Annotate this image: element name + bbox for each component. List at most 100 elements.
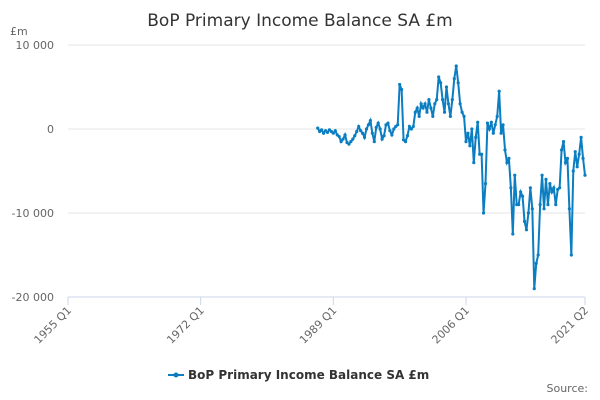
x-tick-label: 2006 Q1 <box>430 304 473 347</box>
data-point <box>577 152 581 156</box>
data-point <box>343 133 347 137</box>
legend-label: BoP Primary Income Balance SA £m <box>188 368 429 382</box>
data-point <box>425 110 429 114</box>
data-point <box>452 77 456 81</box>
data-point <box>378 127 382 131</box>
data-point <box>419 102 423 106</box>
data-point <box>483 182 488 186</box>
data-point <box>538 203 542 207</box>
data-point <box>368 119 372 123</box>
data-point <box>517 203 521 207</box>
data-point <box>476 120 480 124</box>
data-point <box>458 102 462 106</box>
x-tick-label: 1972 Q1 <box>164 304 207 347</box>
data-point <box>359 129 363 133</box>
y-tick-label: 0 <box>47 123 54 136</box>
data-point <box>528 186 532 190</box>
data-point <box>513 173 517 177</box>
data-point <box>462 114 466 118</box>
data-point <box>388 129 392 133</box>
data-point <box>571 169 575 173</box>
data-point <box>423 102 427 106</box>
data-point <box>485 121 490 125</box>
data-point <box>565 156 570 160</box>
data-point <box>575 165 579 169</box>
data-point <box>481 211 486 215</box>
data-point <box>403 140 408 144</box>
data-point <box>460 110 464 114</box>
data-point <box>440 98 445 102</box>
data-point <box>429 106 433 110</box>
data-point <box>446 102 451 106</box>
data-point <box>374 125 378 129</box>
data-point <box>396 123 400 127</box>
data-point <box>409 127 413 131</box>
data-point <box>499 131 503 135</box>
source: Source: <box>547 382 589 395</box>
data-point <box>497 89 501 93</box>
data-point <box>567 207 571 211</box>
data-point <box>569 253 573 257</box>
data-point <box>542 207 546 211</box>
x-tick-label: 1955 Q1 <box>32 304 75 347</box>
data-point <box>415 106 419 110</box>
data-point <box>520 194 525 198</box>
data-point <box>495 114 499 118</box>
y-tick-label: -10 000 <box>12 207 54 220</box>
data-point <box>400 87 404 92</box>
data-point <box>507 156 511 160</box>
legend-marker <box>173 372 179 378</box>
data-point <box>325 130 330 134</box>
data-point <box>466 131 470 135</box>
data-point <box>321 131 326 135</box>
data-point <box>407 124 412 129</box>
data-point <box>573 150 577 154</box>
data-point <box>581 156 585 160</box>
data-point <box>421 106 425 110</box>
data-point <box>405 134 410 138</box>
data-point <box>480 152 484 156</box>
data-point <box>398 82 402 87</box>
y-tick-label: 10 000 <box>16 39 55 52</box>
data-point <box>442 110 447 114</box>
data-point <box>474 135 478 139</box>
data-point <box>380 137 384 141</box>
data-point <box>372 140 376 144</box>
data-point <box>540 173 544 177</box>
data-point <box>511 232 515 236</box>
data-point <box>509 186 513 190</box>
data-point <box>530 207 534 211</box>
data-point <box>444 85 449 89</box>
data-point <box>552 186 556 190</box>
data-point <box>316 126 320 130</box>
data-point <box>505 161 509 165</box>
data-point <box>366 123 371 127</box>
data-point <box>519 190 523 194</box>
data-point <box>456 81 460 85</box>
x-tick-label: 1989 Q1 <box>297 304 340 347</box>
data-point <box>548 182 552 186</box>
data-point <box>347 142 351 146</box>
chart-title: BoP Primary Income Balance SA £m <box>147 11 453 31</box>
data-point <box>353 134 357 138</box>
data-point <box>339 140 343 144</box>
data-point <box>448 114 452 118</box>
data-point <box>437 75 441 79</box>
data-point <box>360 131 365 135</box>
data-point <box>351 137 355 141</box>
data-point <box>561 140 566 144</box>
data-point <box>341 137 345 141</box>
data-point <box>550 190 554 194</box>
data-point <box>489 120 493 124</box>
x-tick-label: 2021 Q2 <box>549 304 592 347</box>
data-point <box>427 98 431 102</box>
data-point <box>454 64 458 68</box>
data-point <box>355 129 359 134</box>
data-point <box>364 127 369 131</box>
data-point <box>320 128 324 132</box>
data-point <box>435 98 439 102</box>
data-point <box>370 131 374 135</box>
data-point <box>386 121 390 125</box>
data-point <box>559 148 564 152</box>
data-point <box>417 114 421 118</box>
